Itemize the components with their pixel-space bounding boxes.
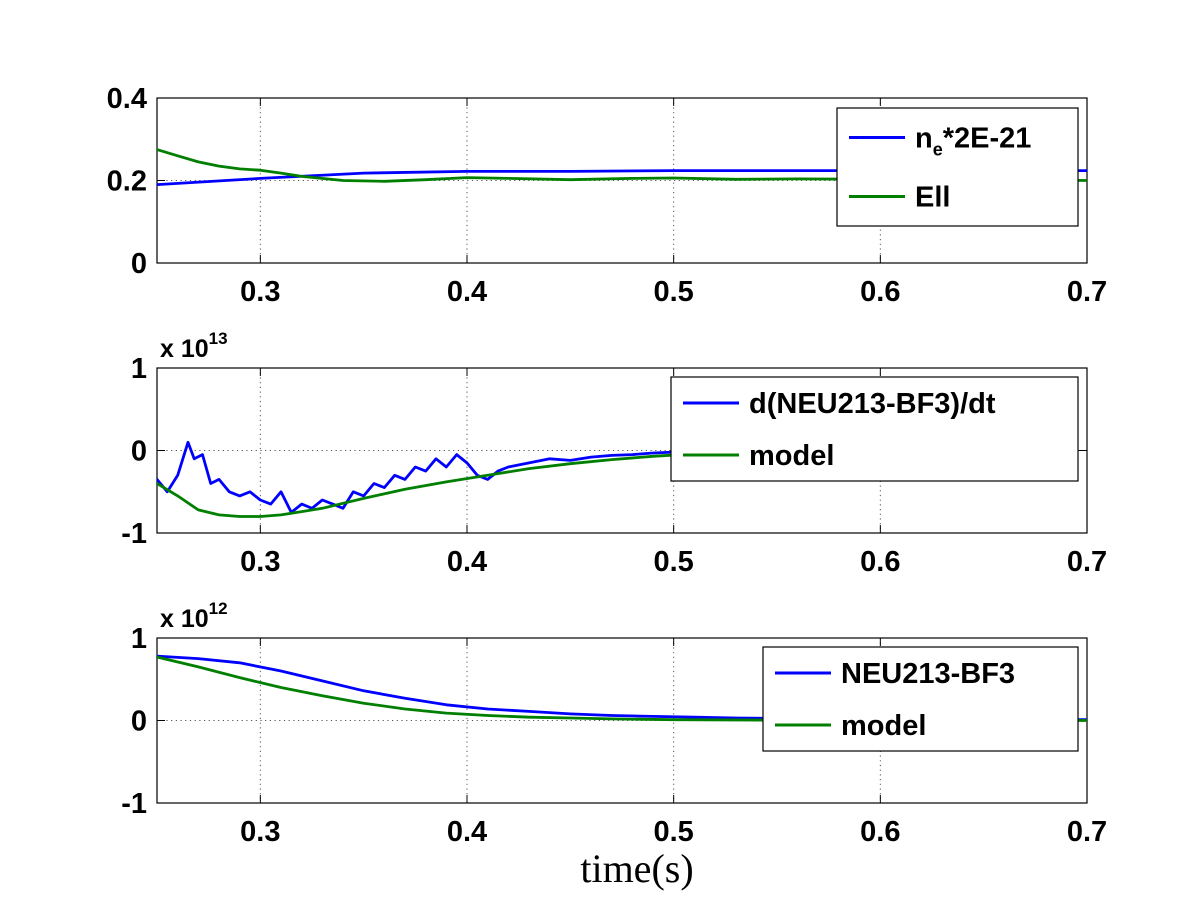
y-tick-label: -1: [121, 518, 147, 550]
chart-panel-3: 0.3 0.4 0.5 0.6 0.7 -1 0 1 x 1012 NEU213-BF3 model: [121, 599, 1107, 848]
x-tick-label: 0.6: [860, 546, 900, 578]
legend-box: [836, 107, 1079, 227]
series-line-1: [157, 440, 676, 514]
legend: d(NEU213-BF3)/dt model: [670, 376, 1079, 482]
x-tick-label: 0.3: [240, 276, 280, 308]
legend: ne*2E-21 Ell: [836, 107, 1079, 227]
legend-label: model: [749, 440, 834, 472]
x-tick-label: 0.7: [1067, 816, 1107, 848]
x-tick-label: 0.6: [860, 816, 900, 848]
y-exponent-label: x 1012: [160, 599, 228, 633]
chart-panel-1: 0.3 0.4 0.5 0.6 0.7 0 0.2 0.4 ne*2E-21 Ell: [107, 83, 1107, 308]
y-exponent-label: x 1013: [160, 329, 228, 363]
chart-panel-2: 0.3 0.4 0.5 0.6 0.7 -1 0 1 x 1013 d(NEU213-BF3)/d…: [121, 329, 1107, 578]
legend-label: Ell: [915, 182, 950, 214]
legend-box: [670, 376, 1079, 482]
legend-label: NEU213-BF3: [841, 658, 1015, 690]
x-tick-label: 0.7: [1067, 276, 1107, 308]
y-tick-label: -1: [121, 788, 147, 820]
x-tick-label: 0.4: [447, 276, 487, 308]
x-tick-label: 0.5: [654, 276, 694, 308]
x-axis-label: time(s): [580, 846, 693, 891]
legend: NEU213-BF3 model: [762, 646, 1079, 752]
legend-label: ne*2E-21: [915, 123, 1031, 160]
x-tick-label: 0.5: [654, 816, 694, 848]
y-tick-label: 0: [131, 248, 147, 280]
x-tick-label: 0.5: [654, 546, 694, 578]
y-tick-label: 1: [131, 353, 147, 385]
y-tick-label: 0.2: [107, 166, 147, 198]
y-tick-label: 1: [131, 623, 147, 655]
legend-label: model: [841, 710, 926, 742]
legend-label: d(NEU213-BF3)/dt: [749, 388, 996, 420]
x-tick-label: 0.3: [240, 816, 280, 848]
y-tick-label: 0: [131, 706, 147, 738]
y-tick-label: 0: [131, 436, 147, 468]
y-tick-label: 0.4: [107, 83, 147, 115]
x-tick-label: 0.7: [1067, 546, 1107, 578]
x-tick-label: 0.4: [447, 546, 487, 578]
x-tick-label: 0.3: [240, 546, 280, 578]
legend-box: [762, 646, 1079, 752]
x-tick-label: 0.6: [860, 276, 900, 308]
x-tick-label: 0.4: [447, 816, 487, 848]
series-line-2: [157, 450, 738, 518]
